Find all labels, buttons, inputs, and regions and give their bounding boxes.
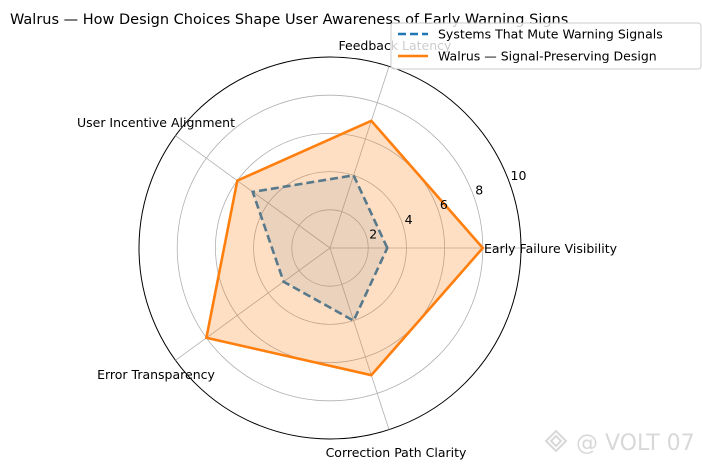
series-line — [204, 119, 485, 377]
series-line — [250, 173, 389, 323]
grid-spoke — [175, 247, 331, 361]
radial-tick-label: 10 — [511, 168, 527, 183]
chart-legend: Systems That Mute Warning Signals Walrus … — [390, 22, 702, 70]
watermark-logo-icon — [544, 429, 568, 453]
grid-spoke — [329, 66, 390, 249]
radial-tick-label: 8 — [475, 183, 483, 198]
category-label: Correction Path Clarity — [326, 445, 467, 460]
grid-spoke — [329, 247, 390, 430]
legend-label: Walrus — Signal-Preserving Design — [438, 49, 657, 64]
category-label: Error Transparency — [97, 367, 215, 382]
legend-box — [390, 22, 702, 70]
series-fill — [252, 175, 388, 321]
watermark-text: @ VOLT 07 — [576, 431, 695, 456]
radial-tick-label: 4 — [405, 212, 413, 227]
legend-label: Systems That Mute Warning Signals — [438, 27, 663, 42]
watermark: @ VOLT 07 — [544, 429, 695, 456]
category-label: User Incentive Alignment — [77, 115, 235, 130]
category-label: Early Failure Visibility — [484, 241, 618, 256]
radial-tick-label: 6 — [440, 197, 448, 212]
chart-series — [204, 119, 485, 377]
series-fill — [206, 120, 483, 376]
radial-tick-label: 2 — [369, 226, 377, 241]
